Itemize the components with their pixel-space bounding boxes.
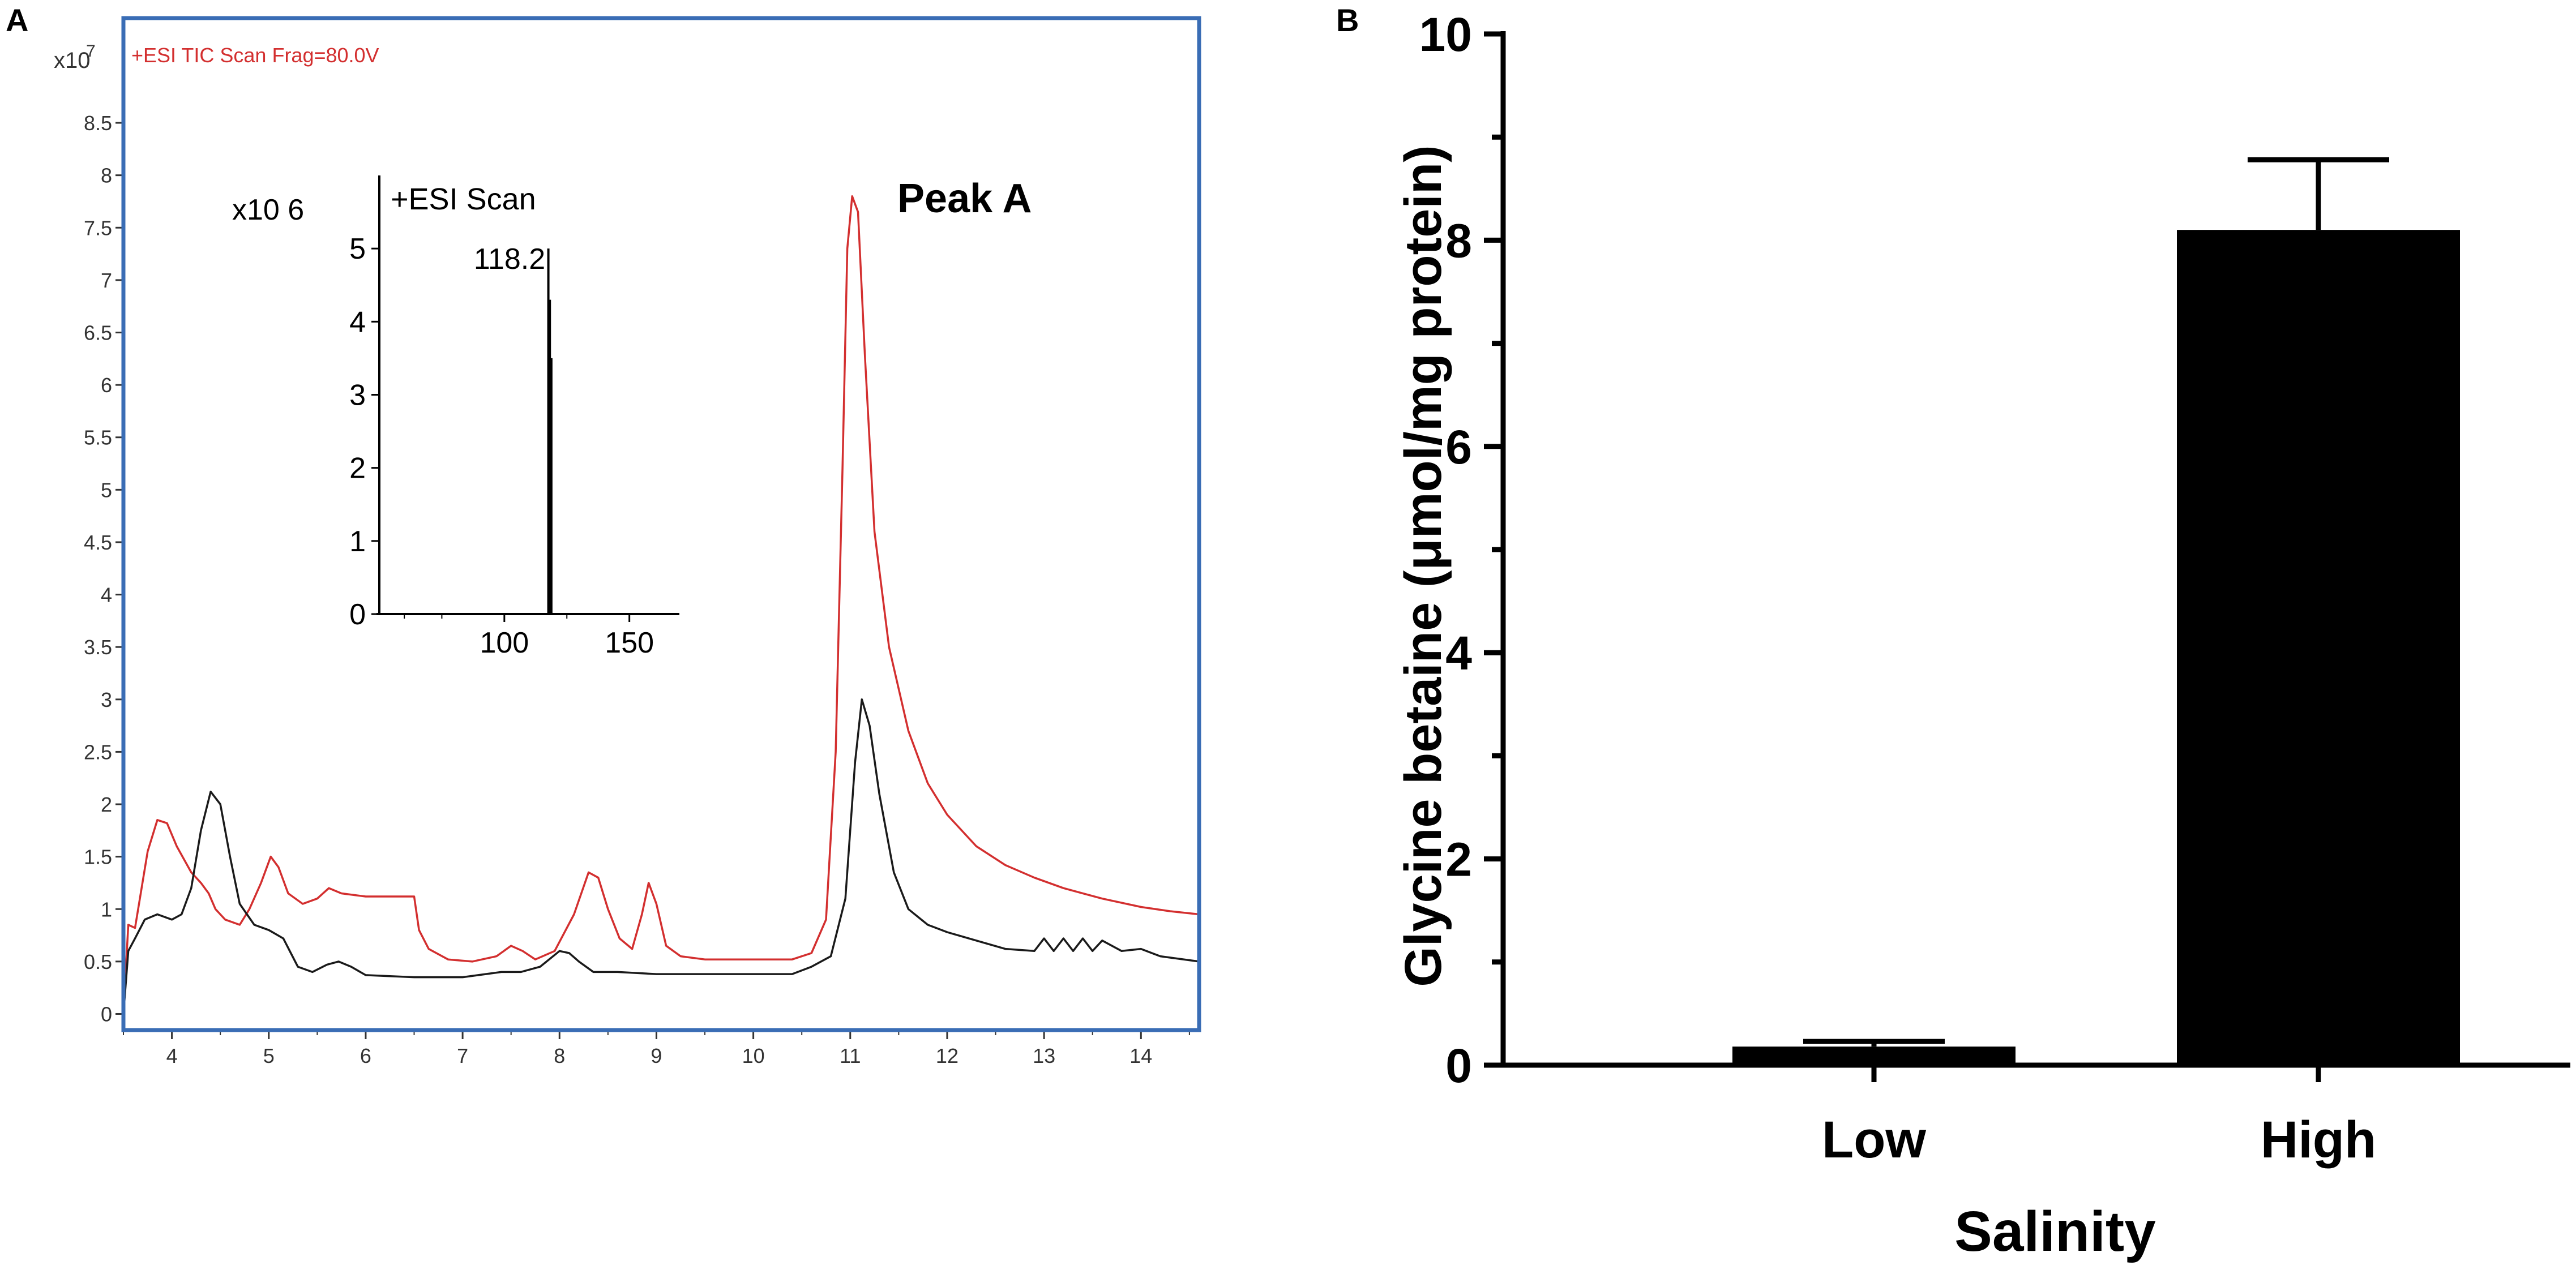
a-x-tick-label: 14	[1129, 1044, 1152, 1067]
a-y-tick-label: 7.5	[84, 216, 112, 239]
a-y-tick-label: 6.5	[84, 321, 112, 345]
b-y-tick-label: 0	[1445, 1039, 1472, 1092]
inset-y-tick-label: 3	[349, 379, 366, 412]
a-y-tick-label: 8	[101, 164, 112, 187]
chromatogram-axes: 0 0.5 1 1.5 2 2.5 3 3.5 4 4.5 5 5.5 6 6.5 7 7.5 8 8.5 4 5 6 7…	[84, 111, 1190, 1067]
b-y-tick-label: 4	[1445, 627, 1472, 680]
a-x-tick-label: 6	[360, 1044, 371, 1067]
a-y-tick-label: 4.5	[84, 531, 112, 554]
a-x-tick-label: 9	[651, 1044, 662, 1067]
peak-a-annotation: Peak A	[897, 176, 1032, 221]
b-y-tick-label: 10	[1419, 8, 1472, 61]
y-exponent-power: 7	[86, 42, 96, 61]
b-x-tick-label: Low	[1822, 1111, 1926, 1169]
b-y-axis-title: Glycine betaine (μmol/mg protein)	[1394, 145, 1452, 987]
inset-peak-label: 118.2	[474, 243, 545, 276]
b-bar-high	[2177, 230, 2460, 1066]
b-y-tick-label: 8	[1445, 214, 1472, 267]
inset-ms-scan: 0 1 2 3 4 5 100 150 x10 6 +ESI Scan 118.2	[232, 175, 679, 659]
inset-axes: 0 1 2 3 4 5 100 150	[349, 175, 679, 659]
b-y-tick-label: 6	[1445, 421, 1472, 474]
a-x-tick-label: 5	[263, 1044, 275, 1067]
b-y-tick-label: 2	[1445, 833, 1472, 886]
a-y-tick-label: 5.5	[84, 426, 112, 449]
panel-b: B 0 2 4 6 8 10 Low High Glycine betaine (μmol/m…	[1336, 2, 2570, 1263]
a-x-tick-label: 10	[742, 1044, 765, 1067]
glycine-betaine-chart: 0 2 4 6 8 10 Low High	[1419, 8, 2570, 1169]
inset-title: +ESI Scan	[391, 182, 536, 216]
a-y-tick-label: 2.5	[84, 740, 112, 763]
a-x-tick-label: 13	[1033, 1044, 1055, 1067]
chromatogram-traces	[122, 195, 1200, 1014]
black-trace-line	[122, 698, 1200, 1014]
panel-a: A x10 7 0 0.5 1 1.5 2 2.5 3 3.5 4 4.5 5 5.5 6 6.5 7 7.5…	[6, 2, 1201, 1067]
a-x-tick-label: 12	[936, 1044, 958, 1067]
inset-y-tick-label: 2	[349, 452, 366, 485]
panel-a-label: A	[6, 2, 28, 38]
a-x-tick-label: 8	[554, 1044, 565, 1067]
a-x-tick-label: 7	[457, 1044, 468, 1067]
a-y-tick-label: 5	[101, 478, 112, 501]
a-y-tick-label: 6	[101, 374, 112, 397]
y-exponent-base: x10	[54, 48, 91, 73]
chromatogram-frame	[121, 16, 1201, 1032]
a-y-tick-label: 3	[101, 688, 112, 711]
a-x-tick-label: 11	[840, 1044, 861, 1067]
a-y-tick-label: 0.5	[84, 950, 112, 973]
a-x-tick-label: 4	[166, 1044, 178, 1067]
inset-y-tick-label: 0	[349, 598, 366, 631]
panel-b-label: B	[1336, 2, 1359, 38]
inset-x-tick-label: 100	[480, 627, 529, 659]
inset-x-tick-label: 150	[605, 627, 654, 659]
b-x-tick-label: High	[2261, 1111, 2376, 1169]
a-y-tick-label: 1	[101, 898, 112, 921]
b-x-axis-title: Salinity	[1954, 1200, 2156, 1263]
a-y-tick-label: 0	[101, 1002, 112, 1026]
a-y-tick-label: 7	[101, 269, 112, 292]
inset-y-tick-label: 1	[349, 525, 366, 558]
inset-y-tick-label: 5	[349, 233, 366, 265]
inset-multiplier-base: x10 6	[232, 194, 304, 226]
a-y-tick-label: 2	[101, 793, 112, 816]
a-y-tick-label: 1.5	[84, 846, 112, 869]
b-bar-low	[1732, 1046, 2016, 1065]
a-y-tick-label: 4	[101, 584, 112, 607]
red-trace-line	[122, 195, 1200, 1014]
chromatogram-legend: +ESI TIC Scan Frag=80.0V	[131, 44, 379, 67]
a-y-tick-label: 8.5	[84, 111, 112, 135]
inset-y-tick-label: 4	[349, 306, 366, 338]
a-y-tick-label: 3.5	[84, 636, 112, 659]
